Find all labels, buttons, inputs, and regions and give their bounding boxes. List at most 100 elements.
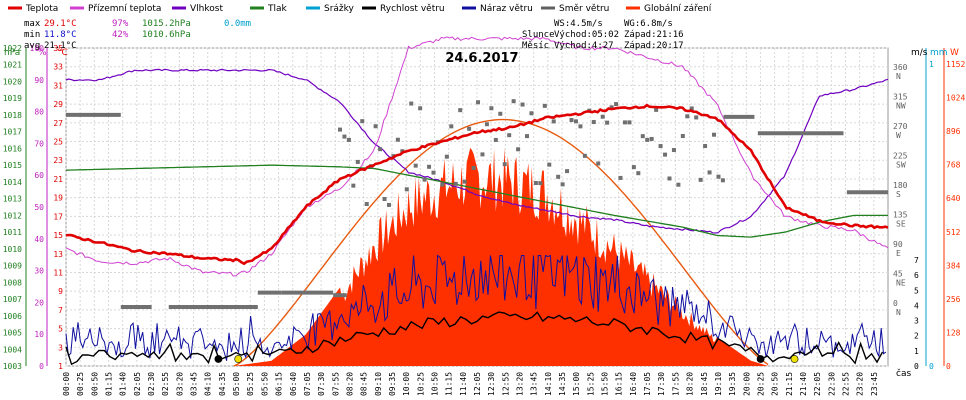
stat-max-hum: 97%	[112, 19, 129, 29]
hpa-tick-label: 1019	[3, 94, 22, 103]
hpa-tick-label: 1021	[3, 61, 22, 70]
wm2-tick-label: 512	[946, 228, 961, 237]
wind-dir-point	[431, 170, 436, 175]
series-line-vlhkost	[65, 68, 889, 234]
x-tick-label: 19:35	[728, 372, 737, 396]
dir-tick-deg: 360	[893, 63, 908, 72]
wind-dir-point	[471, 165, 476, 170]
wind-dir-point	[529, 111, 534, 116]
wind-dir-point	[382, 197, 387, 202]
series-line-p-zemn-teplota	[65, 36, 889, 277]
wind-speed-stat: WS:4.5m/s	[554, 19, 603, 29]
wind-dir-point	[511, 99, 516, 104]
sun-label: Slunce	[522, 30, 555, 40]
x-tick-label: 11:40	[459, 372, 468, 396]
hpa-tick-label: 1011	[3, 228, 22, 237]
hpa-tick-label: 1009	[3, 262, 22, 271]
unit-time: čas	[896, 368, 911, 379]
wind-dir-point	[556, 174, 561, 179]
wind-dir-point	[498, 111, 503, 116]
x-tick-label: 23:20	[856, 372, 865, 396]
wind-dir-point	[351, 183, 356, 188]
hpa-tick-label: 1013	[3, 195, 22, 204]
wind-dir-point	[654, 107, 659, 112]
wind-dir-point	[547, 162, 552, 167]
stat-avg-temp: 21.1°C	[44, 41, 77, 51]
dir-tick-name: SW	[896, 160, 906, 169]
wind-dir-point	[409, 101, 414, 106]
stat-max-label: max	[24, 19, 41, 29]
series-line-tlak	[65, 164, 888, 238]
dir-tick-name: S	[896, 190, 901, 199]
sunrise-time: Východ:05:02	[554, 30, 619, 40]
x-tick-label: 17:30	[657, 372, 666, 396]
dir-tick-deg: 315	[893, 92, 908, 101]
wind-dir-point	[703, 144, 708, 149]
legend-label: Přízemní teplota	[88, 4, 161, 14]
wind-dir-point	[707, 170, 712, 175]
x-tick-label: 00:25	[76, 372, 85, 396]
wind-dir-point	[712, 132, 717, 137]
unit-ms: m/s	[911, 48, 928, 58]
legend-label: Tlak	[267, 4, 288, 14]
x-tick-label: 07:30	[317, 372, 326, 396]
degc-tick-label: 35	[53, 44, 63, 53]
legend-label: Globální záření	[644, 4, 712, 14]
degc-tick-label: 9	[58, 287, 63, 296]
dir-tick-name: E	[896, 249, 901, 258]
wind-dir-point	[378, 147, 383, 152]
stats-block: max 29.1°C 97% 1015.2hPa 0.0mm min 11.8°…	[24, 19, 251, 51]
wind-dir-point	[404, 187, 409, 192]
degc-tick-label: 13	[53, 250, 63, 259]
wind-dir-point	[395, 137, 400, 142]
dir-tick-deg: 90	[893, 240, 903, 249]
wind-dir-point	[458, 108, 463, 113]
stat-avg-label: avg	[24, 41, 40, 51]
wm2-tick-label: 0	[946, 362, 951, 371]
degc-tick-label: 3	[58, 343, 63, 352]
degc-tick-label: 23	[53, 156, 63, 165]
wind-dir-point	[489, 106, 494, 111]
dir-tick-name: NE	[896, 278, 906, 287]
wind-gust-stat: WG:6.8m/s	[624, 19, 673, 29]
x-tick-label: 01:15	[105, 372, 114, 396]
wind-dir-point	[671, 148, 676, 153]
wind-dir-point	[484, 122, 489, 127]
wm2-tick-label: 1024	[946, 94, 965, 103]
wind-dir-point	[440, 182, 445, 187]
wind-dir-point	[355, 159, 360, 164]
x-tick-label: 00:00	[62, 372, 71, 396]
x-tick-label: 15:25	[586, 372, 595, 396]
degc-tick-label: 1	[58, 362, 63, 371]
unit-wm2: W	[950, 48, 959, 58]
hpa-tick-label: 1006	[3, 312, 22, 321]
x-tick-label: 20:00	[742, 372, 751, 396]
wind-dir-point	[449, 124, 454, 129]
legend: Teplota Přízemní teplota Vlhkost Tlak Srážky…	[0, 0, 966, 16]
x-tick-label: 10:50	[430, 372, 439, 396]
mm-tick-label: 0	[929, 362, 934, 371]
x-tick-label: 22:55	[841, 372, 850, 396]
degc-tick-label: 7	[58, 306, 63, 315]
dir-tick-deg: 225	[893, 151, 908, 160]
ms-tick-label: 2	[914, 332, 919, 341]
legend-label: Náraz větru	[480, 4, 533, 14]
wind-dir-point	[605, 120, 610, 125]
hpa-tick-label: 1007	[3, 295, 22, 304]
wind-dir-point	[480, 152, 485, 157]
wind-dir-point	[685, 114, 690, 119]
dir-tick-name: N	[896, 308, 901, 317]
legend-label: Teplota	[25, 4, 58, 14]
unit-hpa: hPa	[4, 48, 20, 58]
x-tick-label: 22:05	[813, 372, 822, 396]
wm2-tick-label: 896	[946, 127, 961, 136]
x-tick-label: 04:10	[204, 372, 213, 396]
wm2-tick-label: 384	[946, 261, 961, 270]
stat-max-rain: 0.0mm	[224, 19, 251, 29]
radiation-clearsky-line	[233, 118, 769, 367]
x-tick-label: 16:15	[615, 372, 624, 396]
stat-max-temp: 29.1°C	[44, 19, 77, 29]
pct-tick-label: 70	[34, 139, 44, 148]
dir-tick-name: N	[896, 72, 901, 81]
